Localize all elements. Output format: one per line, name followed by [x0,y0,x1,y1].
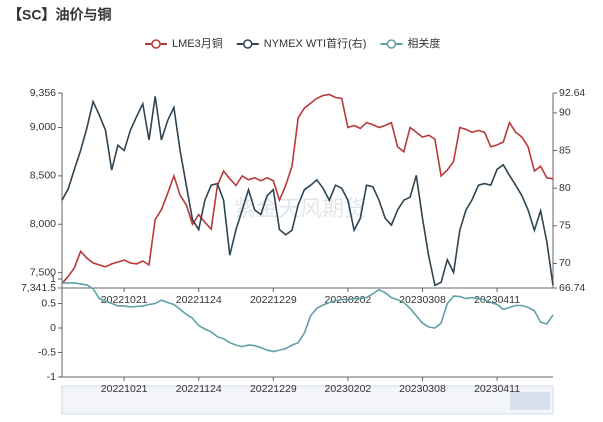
y-tick-label: 8,000 [30,218,56,230]
y-tick-label: 0.5 [41,297,56,309]
y-tick-label: 7,341.5 [21,282,56,294]
x-tick-label: 20230202 [325,383,372,395]
zoom-window[interactable] [510,392,550,410]
y2-tick-label: 90 [559,107,571,119]
legend-label: NYMEX WTI首行(右) [264,36,367,50]
y2-tick-label: 75 [559,220,571,232]
series-line [61,93,554,284]
y-tick-label: 0 [50,322,56,334]
zoom-slider[interactable] [61,385,554,415]
x-tick-label: 20230411 [474,383,520,395]
y-tick-label: 7,500 [30,266,56,278]
series-line [62,282,554,353]
x-tick-label: 20230308 [399,294,446,306]
x-tick-label: 20221124 [176,383,222,395]
y2-tick-label: 80 [559,182,571,194]
x-tick-label: 20221124 [176,294,222,306]
legend-swatch [151,39,161,49]
x-tick-label: 20230308 [399,383,446,395]
y-tick-label: 9,000 [30,121,56,133]
y-tick-label: -1 [47,371,56,383]
legend-swatch [243,39,253,49]
legend-label: 相关度 [407,36,440,50]
x-tick-label: 20221229 [250,383,297,395]
y-tick-label: 9,356 [30,87,56,99]
x-tick-label: 20221021 [101,383,148,395]
y-tick-label: 1 [50,273,56,285]
y-tick-label: -0.5 [38,346,56,358]
x-tick-label: 20230411 [474,294,520,306]
legend: LME3月铜 NYMEX WTI首行(右) 相关度 [145,36,440,50]
chart-title: 【SC】油价与铜 [8,7,111,23]
series-line [61,96,554,287]
x-tick-label: 20221229 [250,294,297,306]
y2-tick-label: 85 [559,144,571,156]
legend-swatch [386,39,397,49]
legend-label: LME3月铜 [172,36,223,50]
x-tick-label: 20221021 [101,294,148,306]
y-tick-label: 8,500 [30,170,56,182]
y2-tick-label: 70 [559,257,571,269]
y2-tick-label: 92.64 [559,87,585,99]
y2-tick-label: 66.74 [559,282,585,294]
